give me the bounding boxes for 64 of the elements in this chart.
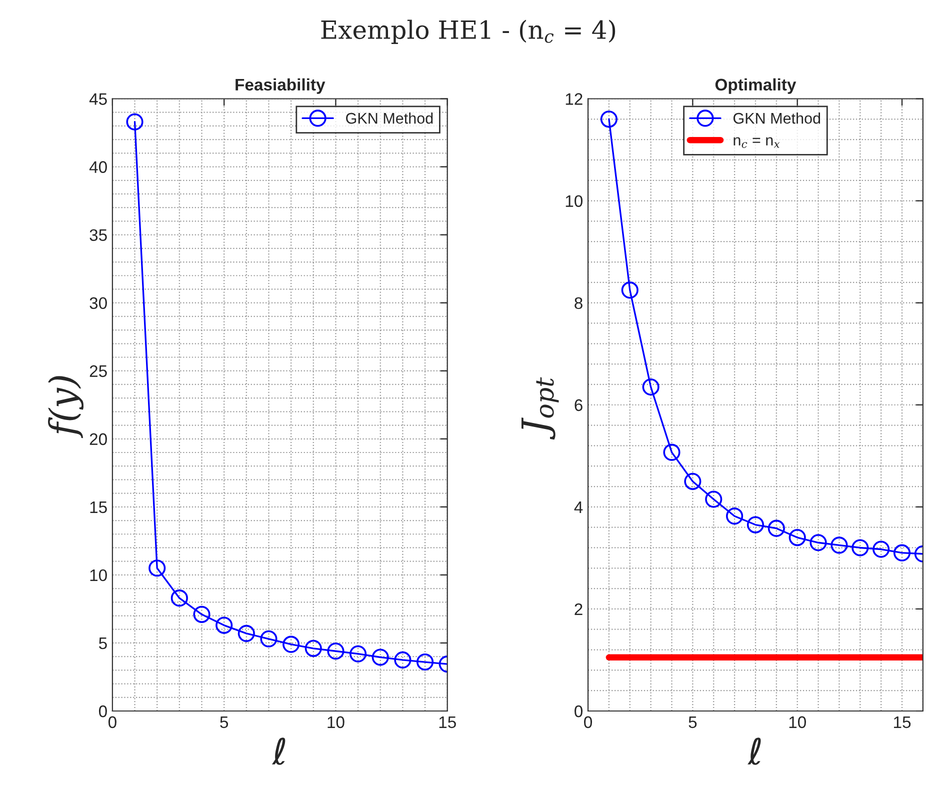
- point: [148, 560, 166, 577]
- x-tick-label: 0: [108, 716, 116, 728]
- point: [642, 378, 660, 396]
- point: [684, 472, 702, 490]
- y-tick-label: 8: [574, 297, 582, 310]
- point: [810, 534, 827, 552]
- point: [416, 653, 434, 671]
- y-tick-label: 0: [98, 705, 107, 718]
- y-tick-label: 2: [574, 603, 582, 615]
- point: [350, 645, 367, 662]
- x-tick-label: 15: [439, 716, 456, 728]
- y-tick-label: 15: [90, 501, 107, 514]
- point: [872, 540, 890, 558]
- chart-title: Optimality: [715, 78, 796, 94]
- text: Exemplo HE1 - (n$_{c}$ = 4): [321, 20, 616, 44]
- y-tick-label: 12: [566, 93, 582, 105]
- y-tick-label: 25: [90, 365, 107, 378]
- x-tick-label: 5: [220, 716, 228, 728]
- x-tick-label: 10: [328, 716, 344, 728]
- point: [746, 516, 764, 534]
- y-tick-label: 40: [89, 161, 107, 173]
- y-tick-label: 5: [98, 638, 107, 650]
- y-axis-title: f(y): [48, 376, 84, 438]
- x-tick-label: 0: [584, 716, 592, 728]
- y-tick-label: 35: [90, 229, 107, 242]
- point: [260, 630, 278, 648]
- y-tick-label: 4: [574, 501, 583, 513]
- point: [394, 651, 412, 669]
- point: [282, 636, 300, 653]
- point: [304, 640, 322, 657]
- x-axis-title: ℓ: [748, 738, 761, 765]
- x-tick-label: 15: [894, 716, 911, 728]
- point: [852, 539, 869, 556]
- point: [170, 590, 188, 607]
- x-tick-label: 5: [688, 716, 697, 728]
- point: [238, 624, 255, 642]
- point: [663, 444, 680, 461]
- point: [726, 508, 744, 525]
- x-tick-label: 10: [789, 716, 806, 728]
- point: [893, 544, 911, 562]
- point: [216, 616, 233, 634]
- point: [126, 113, 144, 130]
- point: [621, 282, 638, 299]
- y-tick-label: 10: [90, 569, 107, 582]
- legend-label: GKN Method: [733, 112, 820, 124]
- point: [600, 110, 618, 128]
- y-axis-title: J$_{opt}$: [522, 377, 559, 440]
- point: [788, 528, 806, 546]
- y-tick-label: 0: [574, 705, 583, 718]
- point: [193, 606, 210, 623]
- point: [830, 536, 848, 554]
- point: [705, 490, 722, 508]
- point: [372, 648, 389, 666]
- y-tick-label: 6: [574, 399, 582, 412]
- chart-title: Feasiability: [236, 78, 326, 94]
- y-tick-label: 20: [90, 433, 107, 446]
- point: [768, 520, 785, 537]
- y-tick-label: 45: [89, 93, 107, 105]
- x-axis-title: ℓ: [272, 738, 286, 765]
- legend-label: n$_{c}$ = n$_{x}$: [734, 137, 780, 148]
- y-tick-label: 10: [566, 195, 583, 207]
- y-tick-label: 30: [90, 297, 107, 310]
- legend-label: GKN Method: [346, 112, 433, 124]
- point: [327, 642, 344, 660]
